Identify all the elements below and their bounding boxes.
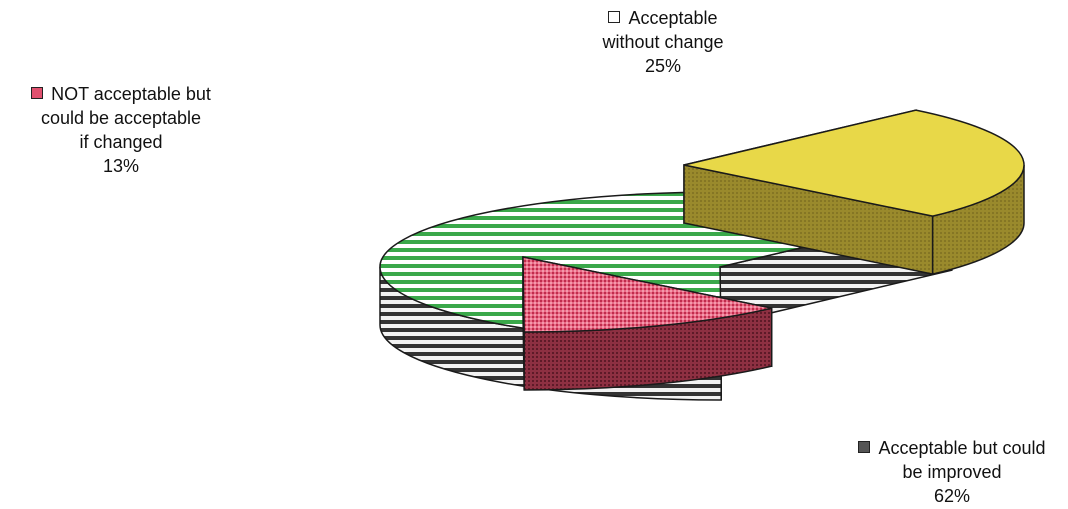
slice-label-not-acceptable: NOT acceptable but could be acceptable i… (6, 82, 236, 178)
slice-label-line: NOT acceptable but (6, 82, 236, 106)
slice-label-acceptable-without-change: Acceptable without change 25% (548, 6, 778, 78)
slice-label-line: Acceptable (548, 6, 778, 30)
slice-label-text: Acceptable but could (878, 438, 1046, 458)
slice-label-line: Acceptable but could (836, 436, 1068, 460)
slice-value-label: 13% (102, 156, 140, 176)
slice-label-line: be improved (902, 462, 1002, 482)
slice-label-line: without change (602, 32, 724, 52)
slice-value-label: 25% (644, 56, 682, 76)
slice-label-line: could be acceptable (40, 108, 202, 128)
pie-slices (379, 109, 1025, 401)
slice-value-label: 62% (933, 486, 971, 506)
slice-label-line: if changed (79, 132, 163, 152)
slice-label-text: Acceptable (628, 8, 718, 28)
pie-slice-top-1 (522, 256, 772, 333)
slice-label-text: NOT acceptable but (51, 84, 211, 104)
legend-swatch-could-be-improved (858, 441, 871, 453)
legend-swatch-acceptable (608, 11, 621, 23)
pie-slice-top-0 (683, 109, 1025, 217)
slice-label-could-be-improved: Acceptable but could be improved 62% (836, 436, 1068, 508)
legend-swatch-not-acceptable (31, 87, 44, 99)
